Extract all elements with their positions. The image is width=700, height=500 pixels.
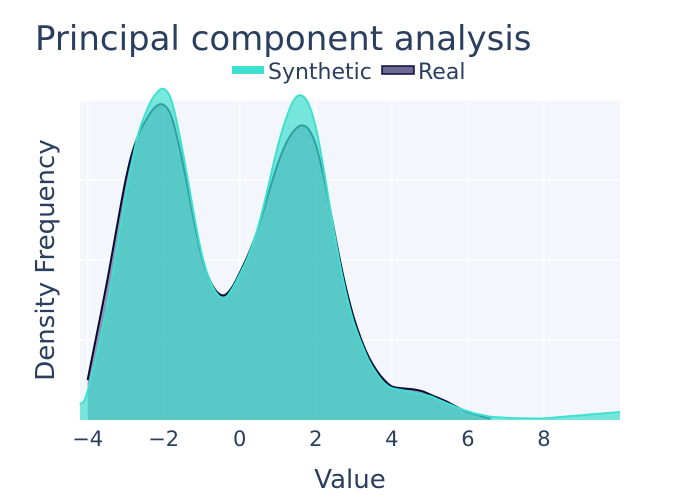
legend-item-real[interactable]: Real <box>381 60 465 85</box>
series-layer <box>79 87 621 421</box>
series-area-synthetic <box>80 88 620 421</box>
legend-label-synthetic: Synthetic <box>268 60 372 85</box>
legend-item-synthetic[interactable]: Synthetic <box>232 60 372 85</box>
x-tick-label-6: 8 <box>537 427 550 451</box>
series-line-synthetic <box>79 87 621 420</box>
x-tick-label-5: 6 <box>461 427 474 451</box>
x-tick-label-4: 4 <box>385 427 398 451</box>
x-tick-label-0: −4 <box>72 427 103 451</box>
y-axis-title: Density Frequency <box>31 139 61 380</box>
legend-swatch-real <box>381 65 415 75</box>
legend-swatch-synthetic <box>232 66 264 74</box>
x-axis-ticks: −4 −2 0 2 4 6 8 <box>72 427 551 451</box>
legend: Synthetic Real <box>232 60 465 85</box>
legend-label-real: Real <box>418 60 465 85</box>
x-tick-label-1: −2 <box>148 427 179 451</box>
x-tick-label-2: 0 <box>233 427 246 451</box>
chart-title: Principal component analysis <box>35 19 532 59</box>
x-tick-label-3: 2 <box>309 427 322 451</box>
x-axis-title: Value <box>314 465 385 495</box>
